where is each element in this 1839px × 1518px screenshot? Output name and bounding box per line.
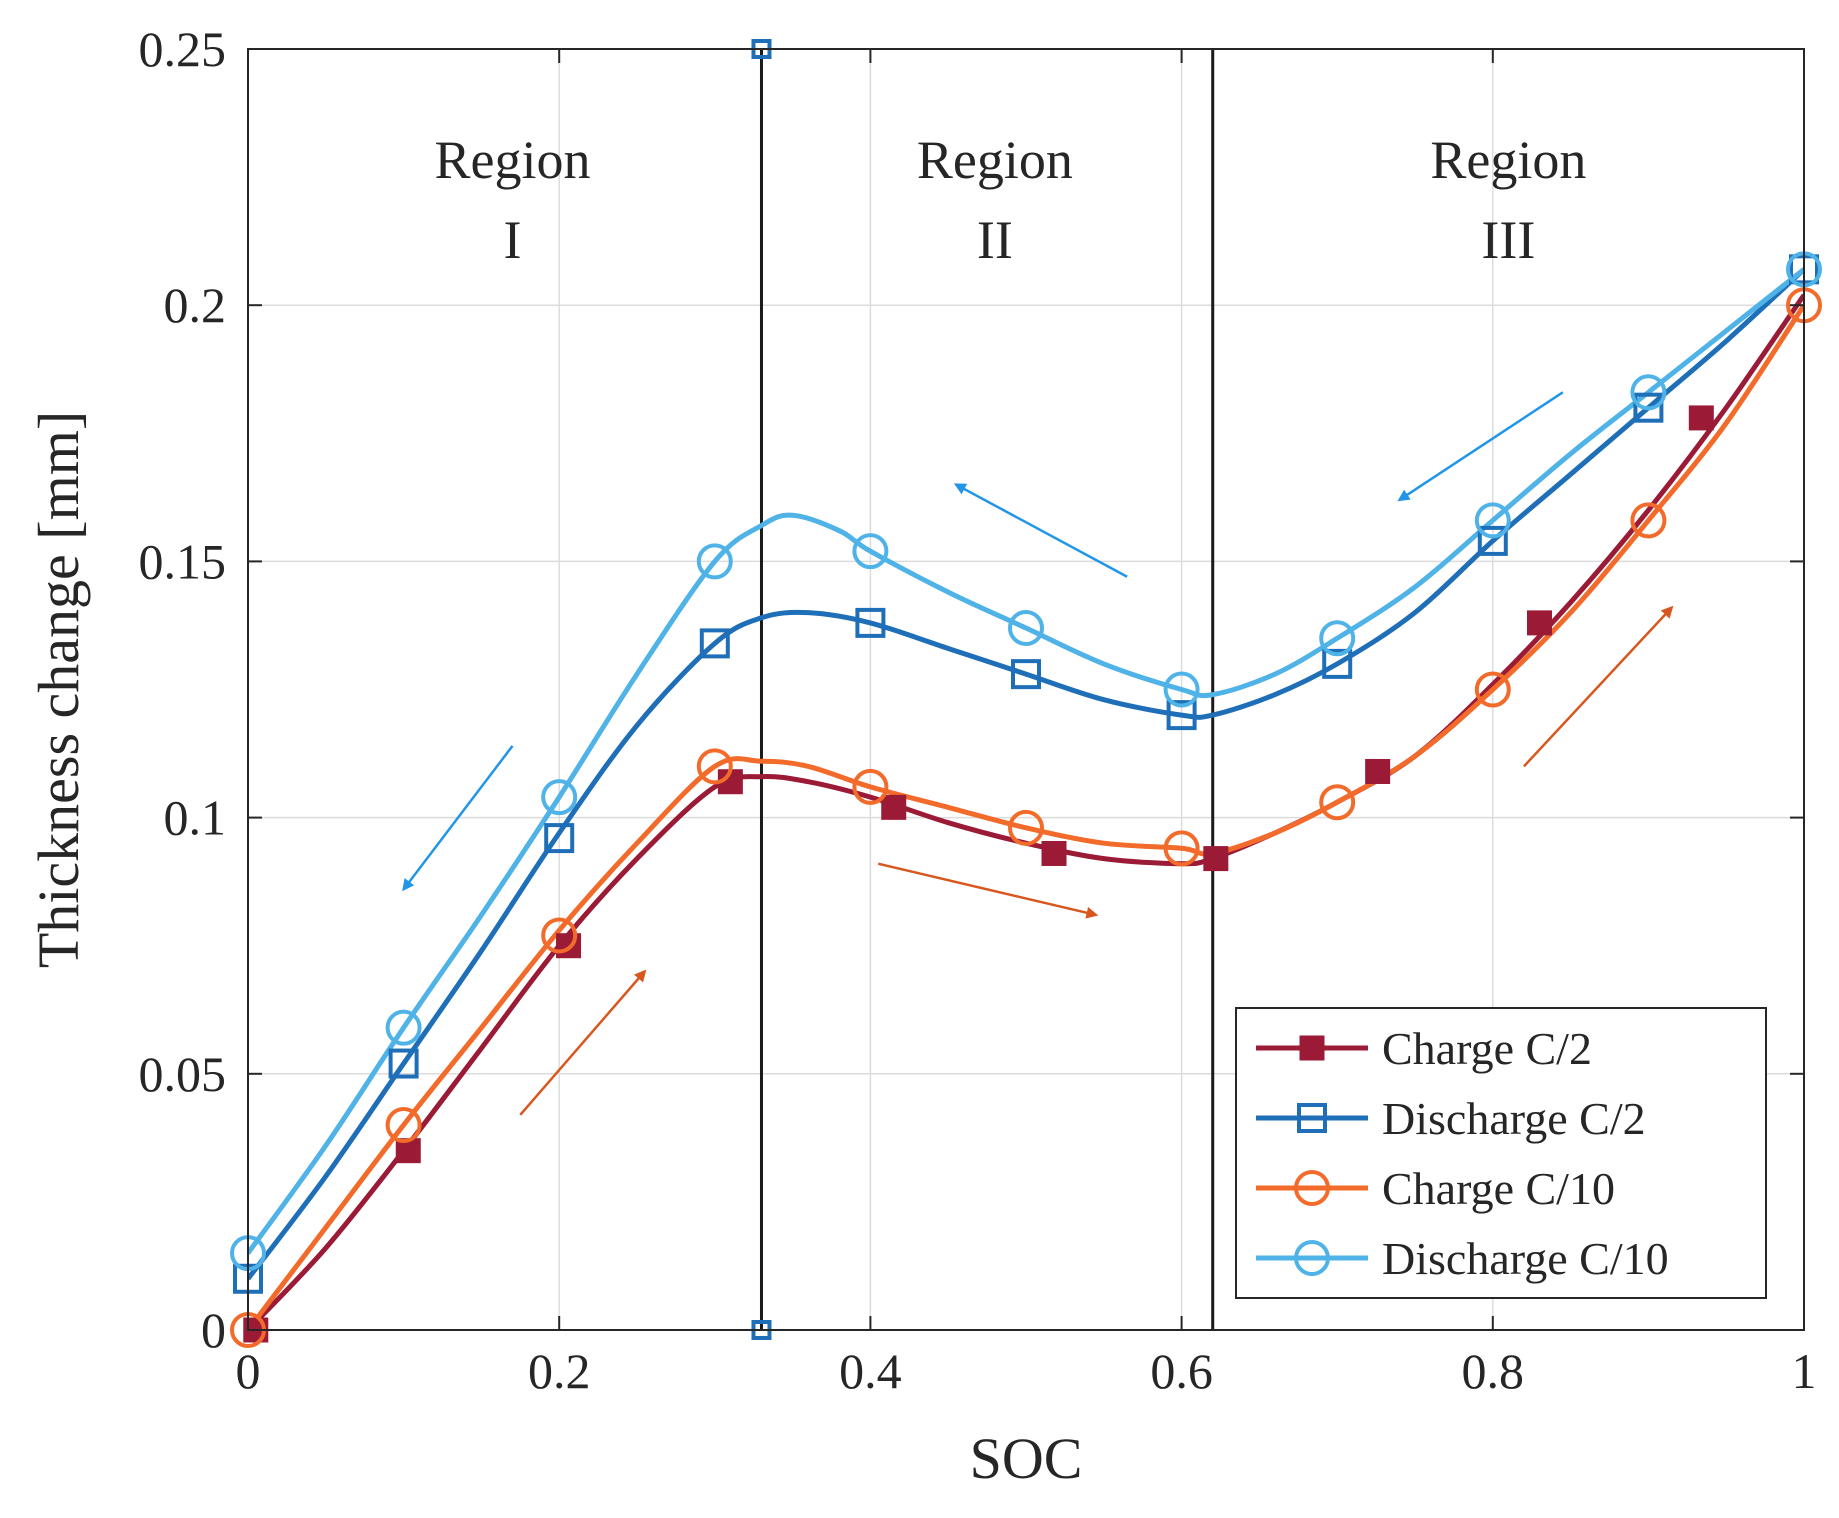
series-3-marker-4 [852, 533, 889, 570]
series-2-marker-1 [385, 1107, 422, 1144]
region-labels: Region I Region II Region III [435, 130, 1587, 270]
direction-arrow-5 [1523, 605, 1674, 768]
series-3-marker-3 [696, 543, 733, 580]
series-1-marker-6 [1166, 700, 1197, 731]
direction-arrow-2 [1397, 391, 1564, 502]
series-2-marker-4 [852, 768, 889, 805]
series-1-marker-5 [1011, 659, 1041, 690]
series-1-marker-3 [699, 628, 730, 659]
legend-marker-0 [1299, 1035, 1325, 1061]
series-0-marker-5 [1041, 840, 1067, 866]
series-2-marker-8 [1474, 671, 1511, 708]
legend-marker-2 [1294, 1170, 1330, 1206]
region-label-2-title: Region [1430, 130, 1586, 190]
region-label-0-title: Region [435, 130, 591, 190]
series-2-marker-7 [1319, 784, 1356, 821]
legend: Charge C/2 Discharge C/2 Charge C/10 Discha… [1235, 1007, 1767, 1299]
series-0-marker-7 [1365, 758, 1391, 784]
series-2-marker-6 [1163, 830, 1200, 867]
series-3-marker-7 [1319, 620, 1356, 657]
legend-label-3: Discharge C/10 [1382, 1233, 1669, 1284]
series-line-3 [248, 267, 1804, 1255]
series-0-marker-6 [1203, 846, 1229, 872]
y-tick-label-1: 0.05 [139, 1046, 227, 1102]
series-markers [230, 39, 1822, 1348]
series-3-marker-5 [1008, 610, 1044, 647]
series-3-marker-1 [385, 1009, 422, 1046]
x-tick-label-4: 0.8 [1462, 1343, 1525, 1399]
direction-arrows [402, 391, 1674, 1116]
direction-arrow-1 [953, 483, 1128, 578]
series-0-marker-4 [881, 794, 907, 820]
series-1-marker-8 [1477, 525, 1508, 556]
x-tick-label-3: 0.6 [1150, 1343, 1213, 1399]
series-1-marker-2 [544, 823, 575, 854]
region-label-1-numeral: II [977, 210, 1013, 270]
series-0-marker-1 [395, 1138, 421, 1164]
y-tick-label-4: 0.2 [164, 277, 227, 333]
series-0-marker-8 [1526, 610, 1552, 636]
y-tick-label-5: 0.25 [139, 21, 227, 77]
series-1-marker-1 [388, 1048, 419, 1079]
series-2-marker-2 [541, 917, 578, 954]
series-2-marker-3 [696, 748, 733, 785]
series-3-marker-9 [1630, 374, 1667, 411]
region-label-0-numeral: I [504, 210, 522, 270]
series-0-marker-9 [1688, 405, 1714, 431]
series-2-marker-5 [1008, 809, 1044, 846]
series-1-marker-4 [855, 607, 886, 638]
legend-marker-3 [1294, 1240, 1330, 1276]
y-axis-label: Thickness change [mm] [26, 411, 91, 968]
x-tick-label-5: 1 [1792, 1343, 1817, 1399]
region-label-1-title: Region [917, 130, 1073, 190]
series-1-marker-7 [1322, 648, 1353, 679]
direction-arrow-3 [519, 969, 647, 1116]
y-tick-label-0: 0 [201, 1302, 226, 1358]
direction-arrow-4 [877, 862, 1099, 919]
x-tick-label-0: 0 [236, 1343, 261, 1399]
series-3-marker-8 [1474, 502, 1511, 539]
legend-marker-1 [1297, 1103, 1327, 1133]
series-1-marker-9 [1633, 392, 1664, 423]
y-tick-label-2: 0.1 [164, 790, 227, 846]
series-3-marker-6 [1163, 671, 1200, 708]
legend-label-1: Discharge C/2 [1382, 1093, 1646, 1144]
plot-frame [247, 48, 1805, 1331]
direction-arrow-0 [402, 745, 514, 892]
x-axis-label: SOC [970, 1426, 1083, 1491]
series-2-marker-9 [1630, 502, 1667, 539]
x-tick-label-2: 0.4 [839, 1343, 902, 1399]
legend-label-0: Charge C/2 [1382, 1023, 1592, 1074]
axis-ticks: 0 0.2 0.4 0.6 0.8 1 0 0.05 0.1 0.15 0.2 0.25 [139, 21, 1817, 1399]
x-tick-label-1: 0.2 [528, 1343, 591, 1399]
region-label-2-numeral: III [1481, 210, 1535, 270]
region-boundaries [759, 49, 1215, 1330]
series-3-marker-2 [541, 779, 578, 816]
y-tick-label-3: 0.15 [139, 533, 227, 589]
legend-label-2: Charge C/10 [1382, 1163, 1615, 1214]
